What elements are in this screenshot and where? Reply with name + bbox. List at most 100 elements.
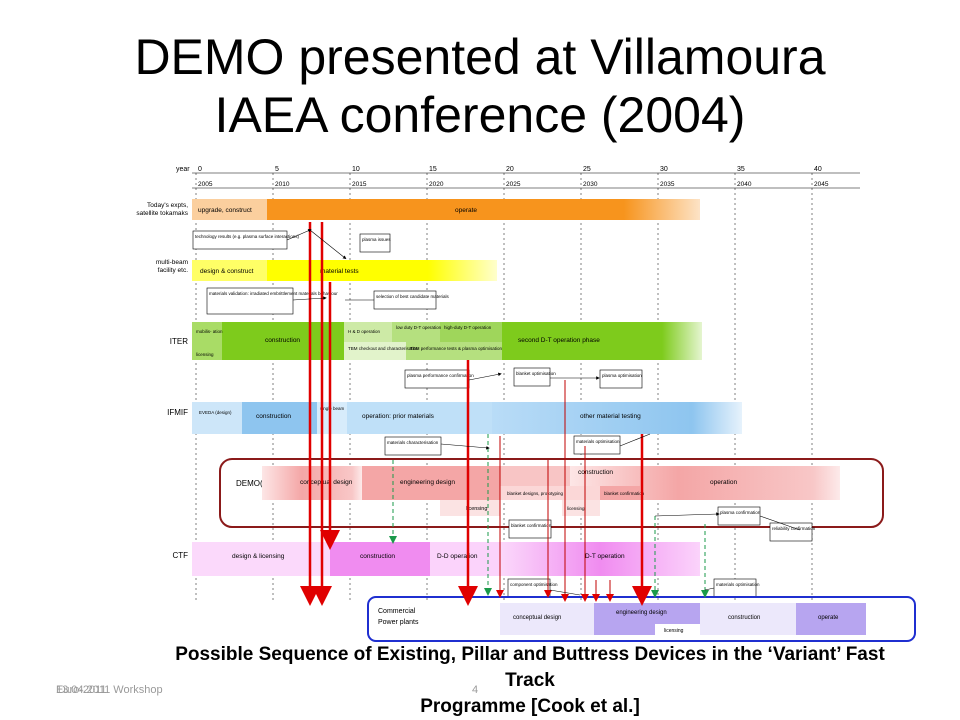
- tokamaks-label: Today's expts,: [147, 202, 188, 209]
- year-tick-label: 35: [737, 166, 745, 173]
- calendar-tick-label: 2020: [429, 181, 444, 188]
- svg-text:materials validation: irradiat: materials validation: irradiated embritt…: [209, 291, 338, 296]
- multibeam-label-2: facility etc.: [158, 267, 189, 274]
- ifmif-single: single beam: [320, 406, 345, 411]
- iter-label: ITER: [170, 337, 188, 346]
- figure-caption: Possible Sequence of Existing, Pillar an…: [150, 642, 910, 720]
- calendar-tick-label: 2015: [352, 181, 367, 188]
- commercial-licensing: licensing: [664, 628, 684, 634]
- year-tick-label: 30: [660, 166, 668, 173]
- svg-text:plasma confirmation: plasma confirmation: [720, 510, 761, 515]
- row-iter: ITER mobilis- ation licensing constructi…: [170, 322, 702, 360]
- multibeam-bar1: design & construct: [200, 268, 254, 275]
- year-tick-label: 20: [506, 166, 514, 173]
- timeline-header: year 02005520101020151520202020252520303…: [176, 166, 860, 600]
- svg-text:materials optimisation: materials optimisation: [716, 582, 760, 587]
- ifmif-other: other material testing: [580, 413, 641, 420]
- calendar-tick-label: 2045: [814, 181, 829, 188]
- year-tick-label: 5: [275, 166, 279, 173]
- red-arrows: [300, 222, 652, 606]
- svg-text:materials characterisation: materials characterisation: [387, 440, 439, 445]
- calendar-tick-label: 2025: [506, 181, 521, 188]
- commercial-conceptual: conceptual design: [513, 615, 561, 621]
- calendar-tick-label: 2030: [583, 181, 598, 188]
- note-plasma-confirmation: plasma confirmation: [717, 506, 761, 526]
- ctf-label: CTF: [172, 551, 188, 560]
- row-ctf: CTF design & licensing construction D-D …: [172, 542, 700, 576]
- page-title: DEMO presented at Villamoura IAEA confer…: [0, 28, 960, 144]
- iter-highdt: high-duty D-T operation: [444, 325, 492, 330]
- demo-operation: operation: [710, 479, 737, 486]
- year-tick-label: 25: [583, 166, 591, 173]
- iter-mobilisation: mobilis- ation: [196, 329, 223, 334]
- svg-text:materials optimisation: materials optimisation: [576, 439, 620, 444]
- year-label: year: [176, 166, 190, 173]
- note-connectors: [286, 229, 801, 596]
- svg-text:blanket confirmation: blanket confirmation: [511, 523, 552, 528]
- page-number: 4: [472, 684, 479, 696]
- year-tick-label: 10: [352, 166, 360, 173]
- demo-label: DEMO(s): [236, 479, 270, 488]
- svg-text:plasma performance confirmatio: plasma performance confirmation: [407, 373, 474, 378]
- note-technology-results: technology results (e.g. plasma surface …: [192, 230, 300, 250]
- ifmif-label: IFMIF: [167, 408, 188, 417]
- note-selection-materials: selection of best candidate materials: [373, 290, 450, 310]
- tokamaks-label-2: satellite tokamaks: [136, 210, 188, 217]
- calendar-tick-label: 2010: [275, 181, 290, 188]
- commercial-engineering: engineering design: [616, 610, 667, 616]
- note-plasma-issues: plasma issues: [359, 233, 391, 253]
- multibeam-label: multi-beam: [156, 259, 188, 266]
- ctf-design: design & licensing: [232, 553, 285, 560]
- year-tick-label: 40: [814, 166, 822, 173]
- ifmif-construction: construction: [256, 413, 291, 420]
- row-ifmif: IFMIF EVEDA (design) construction single…: [167, 402, 742, 434]
- iter-construction: construction: [265, 337, 300, 344]
- svg-text:plasma issues: plasma issues: [362, 237, 391, 242]
- commercial-label-2: Power plants: [378, 619, 419, 626]
- thin-arrows: [496, 380, 614, 602]
- calendar-tick-label: 2040: [737, 181, 752, 188]
- svg-text:technology results (e.g. plasm: technology results (e.g. plasma surface …: [195, 234, 300, 239]
- svg-text:reliability confirmation: reliability confirmation: [772, 526, 816, 531]
- note-plasma-performance: plasma performance confirmation: [404, 369, 474, 389]
- note-materials-optimisation-2: materials optimisation: [713, 578, 760, 598]
- row-demo: DEMO(s) conceptual design engineering de…: [219, 458, 884, 528]
- calendar-tick-label: 2005: [198, 181, 213, 188]
- demo-engineering: engineering design: [400, 479, 455, 486]
- note-materials-optimisation-1: materials optimisation: [573, 435, 621, 455]
- iter-lowdt: low duty D-T operation: [396, 325, 442, 330]
- ctf-dd: D-D operation: [437, 553, 478, 560]
- svg-text:component optimisation: component optimisation: [510, 582, 558, 587]
- caption-line-1: Possible Sequence of Existing, Pillar an…: [175, 644, 885, 691]
- demo-licensing: licensing: [466, 506, 487, 512]
- demo-construction: construction: [578, 469, 613, 476]
- year-tick-label: 0: [198, 166, 202, 173]
- row-commercial: Commercial Power plants conceptual desig…: [367, 596, 916, 642]
- commercial-construction: construction: [728, 615, 760, 621]
- caption-line-2: Programme [Cook et al.]: [420, 696, 640, 717]
- note-blanket-optimisation: blanket optimisation: [513, 367, 556, 387]
- ifmif-operation: operation: prior materials: [362, 413, 435, 420]
- note-blanket-confirmation: blanket confirmation: [508, 519, 552, 539]
- row-tokamaks: Today's expts, satellite tokamaks upgrad…: [136, 199, 700, 220]
- tokamaks-bar2: operate: [455, 207, 477, 214]
- svg-text:selection of best candidate ma: selection of best candidate materials: [376, 294, 450, 299]
- iter-hd-operation: H & D operation: [348, 329, 381, 334]
- ifmif-eveda: EVEDA (design): [199, 410, 232, 415]
- tokamaks-bar1: upgrade, construct: [198, 207, 252, 214]
- commercial-operate: operate: [818, 615, 839, 621]
- note-materials-validation: materials validation: irradiated embritt…: [206, 287, 338, 315]
- footer-text-a: Euro-2011: [56, 684, 107, 696]
- demo-conceptual: conceptual design: [300, 479, 353, 486]
- svg-text:plasma optimisation: plasma optimisation: [602, 373, 642, 378]
- footer-text-b: 13.04.2011 Workshop: [56, 684, 163, 696]
- note-component-optimisation: component optimisation: [507, 578, 558, 598]
- svg-text:blanket optimisation: blanket optimisation: [516, 371, 556, 376]
- ctf-dt: D-T operation: [585, 553, 625, 560]
- iter-tbm2: TBM performance tests & plasma optimisat…: [410, 346, 503, 351]
- note-plasma-optimisation: plasma optimisation: [599, 369, 643, 389]
- row-multibeam: multi-beam facility etc. design & constr…: [156, 259, 497, 281]
- timeline-ticks: 0200552010102015152020202025252030302035…: [195, 166, 829, 600]
- title-line-1: DEMO presented at Villamoura: [134, 29, 826, 85]
